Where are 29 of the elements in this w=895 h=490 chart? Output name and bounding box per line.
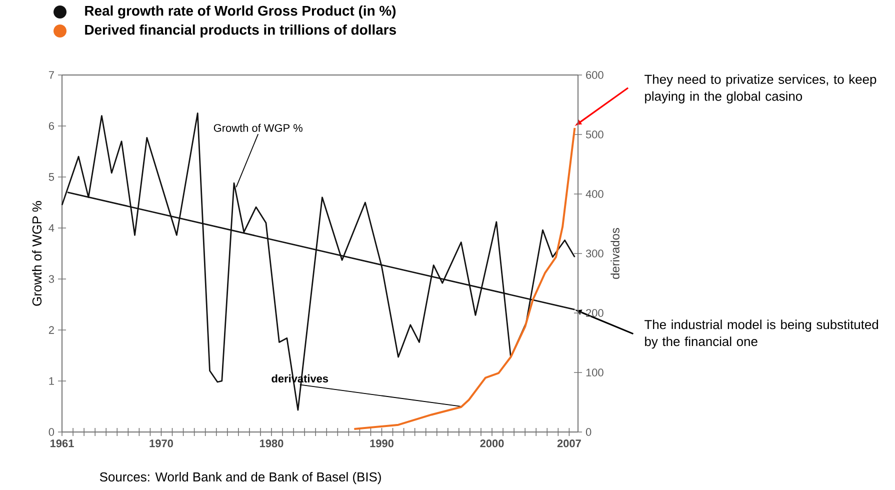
y-tick-label: 4 [48,224,54,232]
x-tick-label: 1980 [260,440,284,448]
x-tick-label: 1970 [150,440,173,448]
y2-tick-label: 400 [586,190,604,198]
y2-tick-label: 200 [586,309,604,317]
y-tick-label: 6 [48,122,54,130]
y2-axis-title: derivados [610,228,620,279]
y-tick-label: 3 [48,275,54,283]
y-tick-label: 5 [48,173,54,181]
y-tick-label: 7 [48,71,54,79]
y2-tick-label: 300 [586,250,604,258]
legend-label: Real growth rate of World Gross Product (in %) [85,5,396,19]
x-tick-label: 1990 [370,440,394,448]
legend-label: Derived financial products in trillions of dollars [85,24,396,38]
y-tick-label: 0 [48,428,54,436]
y2-tick-label: 500 [586,130,604,138]
y-axis-title: Growth of WGP % [32,201,42,306]
x-tick-label: 2000 [480,440,504,448]
source-note: Sources: World Bank and de Bank of Basel (BIS) [100,472,381,484]
annotation: Growth of WGP % [214,124,302,132]
y-tick-label: 2 [48,326,54,334]
y-tick-label: 1 [49,377,54,385]
x-tick-label: 2007 [557,440,581,448]
y2-tick-label: 600 [586,71,604,79]
x-tick-label: 1961 [50,440,74,448]
y2-tick-label: 0 [586,428,592,436]
annotation: The industrial model is being substituted by the financial one [644,320,878,349]
annotation: They need to privatize services, to keep playing in the global casino [644,74,876,104]
y2-tick-label: 100 [586,368,604,376]
